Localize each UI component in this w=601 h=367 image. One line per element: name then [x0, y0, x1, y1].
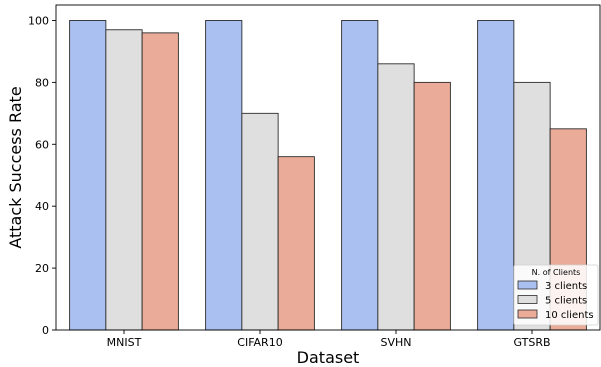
y-axis-title: Attack Success Rate [6, 86, 25, 248]
legend-swatch [517, 309, 538, 319]
x-tick-label: SVHN [380, 336, 411, 349]
y-tick-label: 100 [28, 14, 49, 27]
x-tick-label: MNIST [107, 336, 142, 349]
bar-cifar10-10-clients [277, 156, 315, 331]
bar-gtsrb-3-clients [477, 20, 515, 331]
plot-frame [55, 4, 601, 331]
bar-mnist-5-clients [105, 29, 143, 331]
legend-label: 10 clients [545, 310, 594, 321]
x-axis-ticks: MNIST CIFAR10 SVHN GTSRB [107, 330, 551, 349]
bar-cifar10-3-clients [205, 20, 243, 331]
y-tick-label: 60 [35, 138, 49, 151]
y-tick-label: 20 [35, 262, 49, 275]
x-axis-title: Dataset [297, 348, 360, 367]
bar-svhn-10-clients [413, 81, 451, 331]
legend: N. of Clients 3 clients 5 clients 10 clien… [513, 264, 599, 326]
legend-label: 3 clients [545, 281, 587, 292]
bar-mnist-3-clients [69, 20, 107, 331]
legend-title: N. of Clients [532, 268, 581, 277]
x-tick-label: GTSRB [513, 336, 550, 349]
y-tick-label: 0 [42, 324, 49, 337]
bar-mnist-10-clients [141, 32, 179, 331]
legend-items: 3 clients 5 clients 10 clients [517, 280, 594, 321]
bar-svhn-5-clients [377, 63, 415, 331]
bars-group [69, 20, 587, 331]
legend-swatch [517, 295, 538, 304]
x-tick-label: CIFAR10 [237, 336, 282, 349]
y-tick-label: 80 [35, 76, 49, 89]
bar-svhn-3-clients [341, 20, 379, 331]
y-tick-label: 40 [35, 200, 49, 213]
legend-label: 5 clients [545, 296, 587, 307]
legend-swatch [517, 280, 538, 290]
bar-cifar10-5-clients [241, 112, 279, 331]
y-axis-ticks: 0 20 40 60 80 100 [28, 14, 56, 337]
